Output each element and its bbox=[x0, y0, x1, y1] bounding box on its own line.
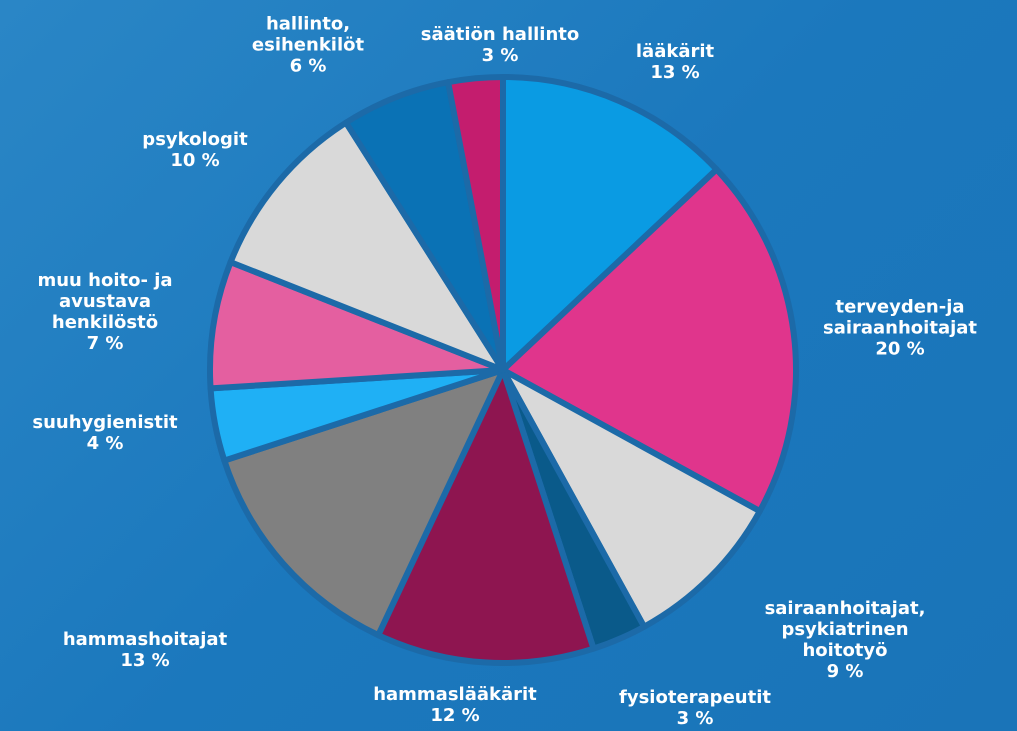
category-label: psykologit bbox=[142, 129, 247, 150]
value-label: 7 % bbox=[37, 333, 172, 354]
value-label: 6 % bbox=[252, 56, 364, 77]
category-label: hallinto, esihenkilöt bbox=[252, 14, 364, 56]
value-label: 3 % bbox=[421, 45, 579, 66]
category-label: hammaslääkärit bbox=[373, 684, 537, 705]
category-label: lääkärit bbox=[636, 41, 714, 62]
value-label: 20 % bbox=[823, 339, 977, 360]
value-label: 13 % bbox=[63, 650, 227, 671]
value-label: 3 % bbox=[619, 708, 771, 729]
category-label: muu hoito- ja avustava henkilöstö bbox=[37, 270, 172, 333]
value-label: 4 % bbox=[32, 433, 177, 454]
value-label: 12 % bbox=[373, 705, 537, 726]
category-label: fysioterapeutit bbox=[619, 687, 771, 708]
category-label: suuhygienistit bbox=[32, 412, 177, 433]
value-label: 13 % bbox=[636, 62, 714, 83]
category-label: säätiön hallinto bbox=[421, 24, 579, 45]
value-label: 10 % bbox=[142, 150, 247, 171]
category-label: terveyden-ja sairaanhoitajat bbox=[823, 297, 977, 339]
page: lääkärit13 %terveyden-ja sairaanhoitajat… bbox=[0, 0, 1017, 731]
value-label: 9 % bbox=[765, 661, 926, 682]
category-label: sairaanhoitajat, psykiatrinen hoitotyö bbox=[765, 598, 926, 661]
category-label: hammashoitajat bbox=[63, 629, 227, 650]
